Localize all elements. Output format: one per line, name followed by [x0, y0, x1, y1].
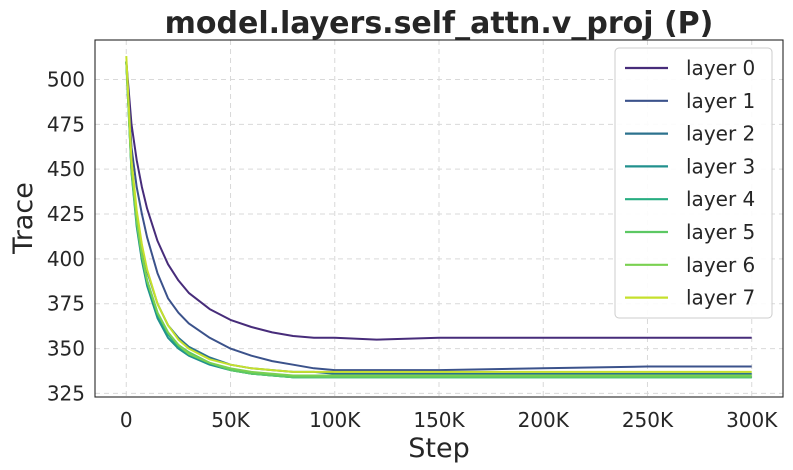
- y-tick-label: 450: [47, 157, 85, 181]
- y-tick-label: 425: [47, 202, 85, 226]
- x-tick-label: 50K: [211, 408, 250, 432]
- legend-label: layer 0: [686, 56, 755, 80]
- series-lines: [125, 56, 752, 379]
- legend-label: layer 4: [686, 187, 755, 211]
- legend-label: layer 6: [686, 253, 755, 277]
- y-axis-label: Trace: [8, 182, 39, 255]
- legend-label: layer 5: [686, 220, 755, 244]
- chart-title: model.layers.self_attn.v_proj (P): [165, 6, 714, 41]
- legend-label: layer 7: [686, 286, 755, 310]
- x-tick-label: 300K: [726, 408, 778, 432]
- series-line-layer-7: [125, 56, 752, 373]
- x-tick-label: 0: [120, 408, 133, 432]
- x-axis-ticks: 0 50K 100K 150K 200K 250K 300K: [120, 408, 778, 432]
- series-line-layer-1: [125, 61, 752, 372]
- y-tick-label: 375: [47, 292, 85, 316]
- x-axis-label: Step: [408, 433, 469, 464]
- x-tick-label: 250K: [622, 408, 674, 432]
- y-axis-ticks: 325 350 375 400 425 450 475 500: [47, 67, 85, 405]
- series-line-layer-0: [125, 61, 752, 341]
- x-tick-label: 200K: [518, 408, 570, 432]
- y-tick-label: 400: [47, 247, 85, 271]
- legend-label: layer 1: [686, 89, 755, 113]
- legend-label: layer 2: [686, 122, 755, 146]
- legend: layer 0 layer 1 layer 2 layer 3 layer 4 layer…: [614, 47, 773, 319]
- legend-box: [614, 47, 773, 319]
- plot-frame: [94, 39, 784, 398]
- x-tick-label: 100K: [309, 408, 361, 432]
- series-line-layer-6: [125, 61, 752, 377]
- x-tick-label: 150K: [413, 408, 465, 432]
- y-tick-label: 500: [47, 67, 85, 91]
- y-tick-label: 475: [47, 112, 85, 136]
- legend-label: layer 3: [686, 154, 755, 178]
- y-tick-label: 350: [47, 337, 85, 361]
- y-tick-label: 325: [47, 381, 85, 405]
